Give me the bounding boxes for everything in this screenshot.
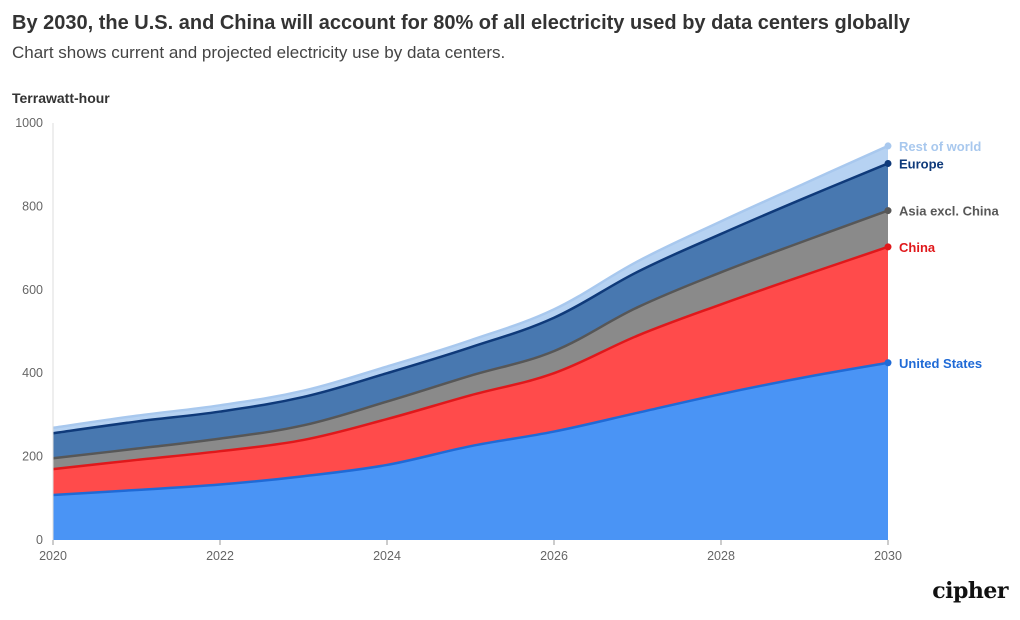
axes: 0 200 400 600 800 1000 2020 2022 2024 2026 2028 203… xyxy=(15,116,902,563)
x-tick: 2024 xyxy=(373,540,401,563)
x-tick-label: 2024 xyxy=(373,549,401,563)
series-label-united-states: United States xyxy=(899,356,982,371)
x-tick-label: 2022 xyxy=(206,549,234,563)
series-label-europe: Europe xyxy=(899,156,944,171)
line-rest-of-world xyxy=(52,144,889,430)
series-labels: United States China Asia excl. China Europe… xyxy=(884,139,999,371)
x-tick-label: 2020 xyxy=(39,549,67,563)
y-tick-label: 0 xyxy=(36,533,43,547)
chart-subtitle: Chart shows current and projected electr… xyxy=(12,43,506,62)
line-europe xyxy=(52,162,889,435)
end-point-united-states xyxy=(884,359,892,367)
line-united-states xyxy=(52,361,889,497)
end-point-asia-excl-china xyxy=(884,207,892,215)
y-tick-label: 1000 xyxy=(15,116,43,130)
y-tick: 800 xyxy=(22,199,43,213)
y-tick: 1000 xyxy=(15,116,43,130)
x-tick-label: 2028 xyxy=(707,549,735,563)
area-united-states xyxy=(53,362,888,540)
x-tick: 2020 xyxy=(39,540,67,563)
x-tick: 2026 xyxy=(540,540,568,563)
x-tick: 2028 xyxy=(707,540,735,563)
y-tick-label: 800 xyxy=(22,199,43,213)
area-europe xyxy=(53,163,888,459)
x-tick-label: 2030 xyxy=(874,549,902,563)
cipher-logo: cipher xyxy=(932,578,1008,604)
y-tick: 200 xyxy=(22,450,43,464)
end-point-rest-of-world xyxy=(884,142,892,150)
x-tick: 2030 xyxy=(874,540,902,563)
end-point-europe xyxy=(884,159,892,167)
series-lines xyxy=(52,144,889,497)
end-point-china xyxy=(884,243,892,251)
logo-text: cipher xyxy=(932,578,1008,604)
x-tick-label: 2026 xyxy=(540,549,568,563)
x-tick: 2022 xyxy=(206,540,234,563)
line-china xyxy=(52,245,889,471)
y-tick-label: 200 xyxy=(22,450,43,464)
y-tick: 0 xyxy=(36,533,43,547)
series-label-china: China xyxy=(899,240,936,255)
chart-title: By 2030, the U.S. and China will account… xyxy=(12,12,911,34)
y-tick-label: 400 xyxy=(22,366,43,380)
y-tick: 600 xyxy=(22,283,43,297)
y-axis-label: Terrawatt-hour xyxy=(12,90,110,106)
series-label-asia-excl-china: Asia excl. China xyxy=(899,204,999,219)
y-tick: 400 xyxy=(22,366,43,380)
line-asia-excl-china xyxy=(52,209,889,460)
series-label-rest-of-world: Rest of world xyxy=(899,139,981,154)
series-areas xyxy=(53,145,888,540)
y-tick-label: 600 xyxy=(22,283,43,297)
